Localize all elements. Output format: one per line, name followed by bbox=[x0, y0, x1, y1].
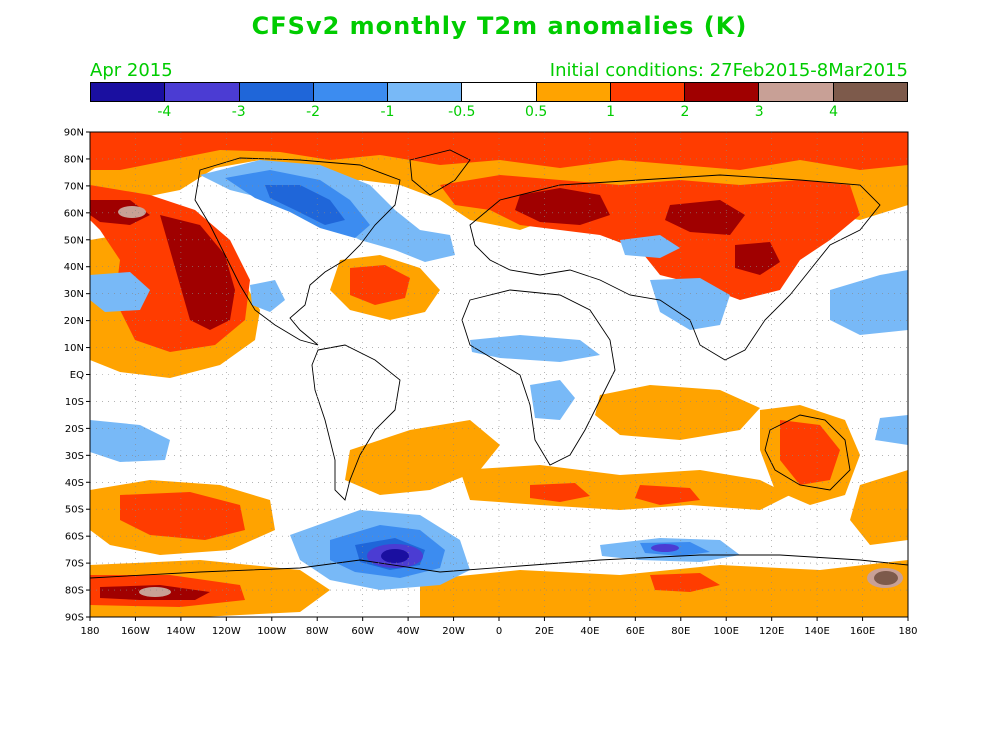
lat-label: 90S bbox=[65, 613, 84, 624]
lat-label: 40N bbox=[64, 262, 84, 273]
map-field bbox=[90, 132, 908, 617]
colorbar-box bbox=[313, 83, 389, 101]
africa-outline bbox=[461, 289, 616, 466]
colorbar-box bbox=[759, 83, 834, 101]
lon-label: 40W bbox=[397, 626, 420, 637]
longitude-axis: 180 160W 140W 120W 100W 80W 60W 40W 20W 0 20E 40E 60… bbox=[80, 626, 917, 637]
coastlines bbox=[90, 149, 908, 579]
colorbar-label: 4 bbox=[829, 104, 839, 120]
colorbar-box bbox=[239, 83, 314, 101]
cold-anomaly-extreme bbox=[381, 549, 409, 563]
lon-label: 100E bbox=[714, 626, 739, 637]
lat-label: 70S bbox=[65, 559, 84, 570]
chart-title: CFSv2 monthly T2m anomalies (K) bbox=[251, 12, 748, 40]
lon-label: 180 bbox=[80, 626, 99, 637]
colorbar-box bbox=[536, 83, 611, 101]
lat-label: EQ bbox=[70, 370, 84, 381]
lat-label: 80N bbox=[64, 154, 84, 165]
lat-label: 50S bbox=[65, 505, 84, 516]
colorbar-box bbox=[91, 83, 166, 101]
warm-anomaly-extreme bbox=[118, 206, 903, 597]
colorbar-label: -1 bbox=[380, 104, 395, 120]
colorbar bbox=[90, 82, 908, 102]
lat-label: 20S bbox=[65, 424, 84, 435]
lat-label: 50N bbox=[64, 235, 84, 246]
lat-label: 60S bbox=[65, 532, 84, 543]
colorbar-label: -3 bbox=[231, 104, 246, 120]
australia-outline bbox=[764, 414, 851, 491]
colorbar-box bbox=[610, 83, 686, 101]
colorbar-label: -0.5 bbox=[448, 104, 476, 120]
warm-anomaly-darkred bbox=[90, 188, 780, 600]
lat-label: 10N bbox=[64, 343, 84, 354]
colorbar-label: 0.5 bbox=[525, 104, 548, 120]
lon-label: 20E bbox=[535, 626, 554, 637]
colorbar-label: 2 bbox=[680, 104, 690, 120]
colorbar-label: 3 bbox=[754, 104, 764, 120]
lat-label: 90N bbox=[64, 128, 84, 139]
lon-label: 180 bbox=[898, 626, 917, 637]
lon-label: 80W bbox=[306, 626, 329, 637]
south-america-outline bbox=[311, 344, 401, 501]
colorbar-box bbox=[388, 83, 463, 101]
lat-label: 70N bbox=[64, 181, 84, 192]
lat-label: 10S bbox=[65, 397, 84, 408]
lon-label: 160E bbox=[850, 626, 875, 637]
lon-label: 20W bbox=[442, 626, 465, 637]
lat-label: 30N bbox=[64, 289, 84, 300]
colorbar-label: -4 bbox=[157, 104, 172, 120]
lat-label: 40S bbox=[65, 478, 84, 489]
colorbar-box bbox=[462, 83, 537, 101]
colorbar-box bbox=[833, 83, 907, 101]
gridlines bbox=[90, 132, 908, 617]
colorbar-box bbox=[165, 83, 240, 101]
europe-asia-outline bbox=[469, 174, 881, 361]
north-america-outline bbox=[194, 157, 401, 346]
forecast-month: Apr 2015 bbox=[90, 60, 173, 81]
lon-label: 0 bbox=[496, 626, 502, 637]
antarctica-outline bbox=[90, 554, 908, 579]
lon-label: 140E bbox=[804, 626, 829, 637]
lon-label: 100W bbox=[257, 626, 286, 637]
lon-label: 140W bbox=[166, 626, 195, 637]
lon-label: 60E bbox=[626, 626, 645, 637]
lon-label: 80E bbox=[671, 626, 690, 637]
colorbar-box bbox=[685, 83, 760, 101]
greenland-outline bbox=[409, 149, 471, 196]
lat-label: 80S bbox=[65, 586, 84, 597]
lon-label: 120W bbox=[212, 626, 241, 637]
lat-label: 20N bbox=[64, 316, 84, 327]
colorbar-label: -2 bbox=[306, 104, 321, 120]
lon-label: 160W bbox=[121, 626, 150, 637]
axis-ticks bbox=[86, 131, 909, 621]
colorbar-label: 1 bbox=[606, 104, 615, 120]
colorbar-labels: -4 -3 -2 -1 -0.5 0.5 1 2 3 4 bbox=[90, 104, 908, 122]
lon-label: 120E bbox=[759, 626, 784, 637]
lon-label: 40E bbox=[580, 626, 599, 637]
initial-conditions: Initial conditions: 27Feb2015-8Mar2015 bbox=[549, 60, 908, 81]
lon-label: 60W bbox=[351, 626, 374, 637]
latitude-axis: 90N 80N 70N 60N 50N 40N 30N 20N 10N EQ 10S 20S 30S 40… bbox=[64, 128, 84, 624]
lat-label: 30S bbox=[65, 451, 84, 462]
lat-label: 60N bbox=[64, 208, 84, 219]
